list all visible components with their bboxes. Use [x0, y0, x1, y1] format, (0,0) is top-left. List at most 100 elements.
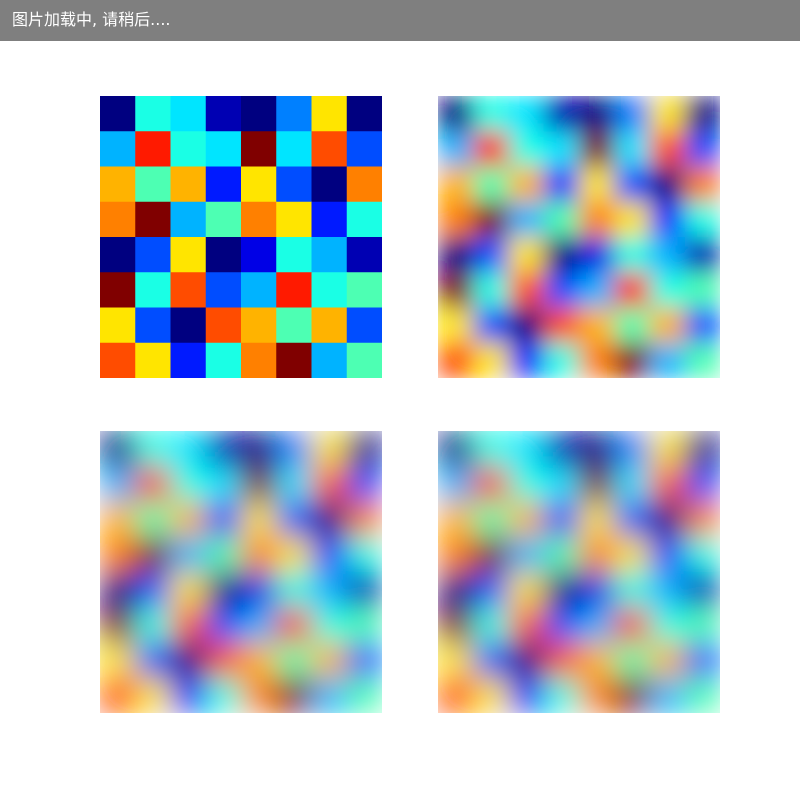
- heatmap-cell: [543, 272, 580, 309]
- heatmap-cell: [241, 501, 277, 538]
- heatmap-cell: [346, 131, 382, 168]
- heatmap-cell: [311, 96, 348, 132]
- heatmap-cell: [473, 501, 510, 538]
- heatmap-cell: [276, 342, 313, 378]
- panel-title-linear: [438, 71, 720, 83]
- heatmap-cell: [276, 237, 313, 273]
- heatmap-cell: [438, 607, 474, 644]
- heatmap-cell: [543, 677, 580, 713]
- heatmap-cell: [649, 501, 686, 538]
- image-figure: [0, 41, 800, 800]
- heatmap-cell: [311, 431, 348, 467]
- heatmap-cell: [649, 536, 686, 573]
- heatmap-linear: [438, 96, 720, 378]
- heatmap-cell: [508, 642, 545, 679]
- heatmap-cell: [579, 166, 615, 203]
- heatmap-cell: [508, 342, 545, 378]
- heatmap-cell: [241, 96, 277, 132]
- heatmap-cell: [438, 431, 474, 467]
- heatmap-cell: [241, 166, 277, 203]
- heatmap-cell: [579, 642, 615, 679]
- heatmap-cell: [100, 431, 136, 467]
- heatmap-cell: [579, 272, 615, 309]
- heatmap-cell: [614, 272, 651, 309]
- heatmap-cell: [508, 272, 545, 309]
- heatmap-cell: [649, 131, 686, 168]
- heatmap-cell: [579, 572, 615, 608]
- heatmap-cell: [170, 642, 207, 679]
- heatmap-cell: [205, 466, 242, 503]
- heatmap-cell: [473, 131, 510, 168]
- heatmap-cell: [311, 466, 348, 503]
- heatmap-cell: [579, 96, 615, 132]
- heatmap-cell: [100, 677, 136, 713]
- heatmap-cell: [100, 642, 136, 679]
- heatmap-cell: [684, 237, 720, 273]
- heatmap-cell: [205, 501, 242, 538]
- heatmap-cell: [276, 677, 313, 713]
- heatmap-cell: [438, 677, 474, 713]
- heatmap-cell: [508, 677, 545, 713]
- heatmap-cell: [170, 131, 207, 168]
- heatmap-cell: [614, 536, 651, 573]
- heatmap-cell: [346, 237, 382, 273]
- heatmap-cell: [241, 237, 277, 273]
- heatmap-cell: [135, 642, 172, 679]
- loading-banner: 图片加载中, 请稍后....: [0, 0, 800, 41]
- heatmap-cell: [579, 501, 615, 538]
- heatmap-cell: [276, 96, 313, 132]
- heatmap-cell: [241, 642, 277, 679]
- heatmap-cell: [205, 131, 242, 168]
- heatmap-cell: [241, 431, 277, 467]
- heatmap-linear-svg: [438, 96, 720, 378]
- heatmap-cell: [473, 342, 510, 378]
- heatmap-cell: [684, 272, 720, 309]
- heatmap-cell: [473, 536, 510, 573]
- heatmap-cell: [241, 572, 277, 608]
- heatmap-cell: [508, 501, 545, 538]
- heatmap-cell: [311, 201, 348, 238]
- heatmap-cell: [135, 501, 172, 538]
- heatmap-cell: [100, 536, 136, 573]
- heatmap-cell: [170, 501, 207, 538]
- heatmap-cell: [311, 642, 348, 679]
- heatmap-cell: [438, 642, 474, 679]
- heatmap-cell: [438, 131, 474, 168]
- heatmap-cell: [649, 677, 686, 713]
- heatmap-cell: [346, 677, 382, 713]
- heatmap-cell: [276, 307, 313, 344]
- heatmap-cell: [170, 677, 207, 713]
- heatmap-cell: [649, 307, 686, 344]
- heatmap-cell: [205, 607, 242, 644]
- heatmap-cell: [170, 272, 207, 309]
- heatmap-cell: [684, 466, 720, 503]
- heatmap-cell: [241, 307, 277, 344]
- heatmap-cell: [135, 677, 172, 713]
- heatmap-cell: [135, 96, 172, 132]
- heatmap-cell: [649, 642, 686, 679]
- heatmap-cell: [684, 677, 720, 713]
- heatmap-cell: [473, 272, 510, 309]
- heatmap-cell: [135, 166, 172, 203]
- heatmap-cell: [100, 572, 136, 608]
- heatmap-cell: [135, 607, 172, 644]
- heatmap-cell: [473, 166, 510, 203]
- heatmap-cell: [346, 642, 382, 679]
- heatmap-cell: [543, 607, 580, 644]
- heatmap-cell: [649, 166, 686, 203]
- heatmap-cell: [579, 466, 615, 503]
- heatmap-cell: [311, 307, 348, 344]
- heatmap-cell: [614, 131, 651, 168]
- heatmap-cell: [473, 466, 510, 503]
- heatmap-cell: [170, 431, 207, 467]
- heatmap-cell: [649, 466, 686, 503]
- heatmap-cell: [205, 201, 242, 238]
- heatmap-cell: [438, 572, 474, 608]
- heatmap-lanczos-svg: [438, 431, 720, 713]
- panel-title-lanczos: [438, 406, 720, 418]
- heatmap-cell: [473, 307, 510, 344]
- heatmap-cell: [135, 307, 172, 344]
- heatmap-cell: [346, 431, 382, 467]
- heatmap-cubic-svg: [100, 431, 382, 713]
- heatmap-cell: [579, 431, 615, 467]
